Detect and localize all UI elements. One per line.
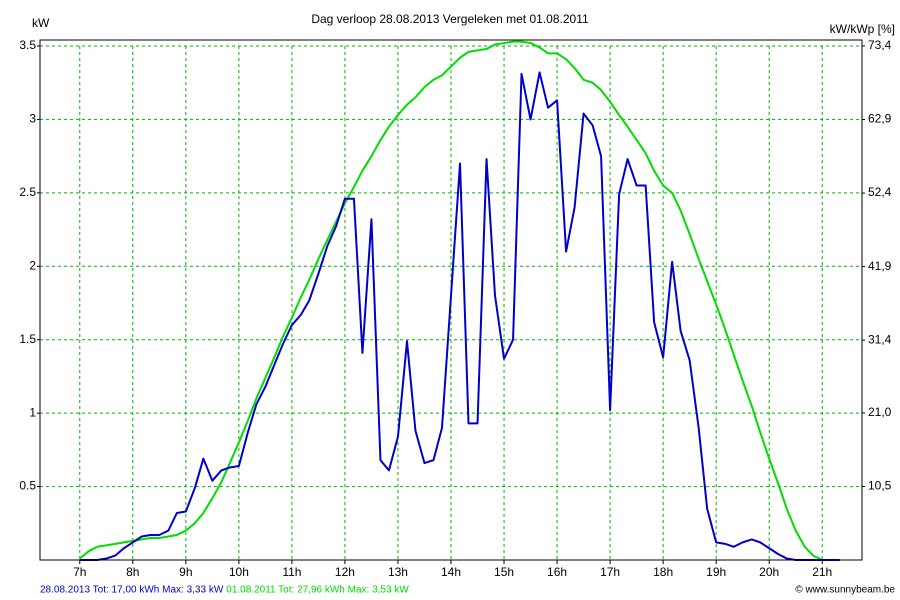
x-tick-label: 13h <box>388 565 408 579</box>
y-axis-label: kW <box>32 16 50 30</box>
x-tick-label: 11h <box>282 565 301 579</box>
x-tick-label: 19h <box>706 565 726 579</box>
y-tick-label: 3.5 <box>19 38 36 52</box>
legend-entry: 01.08.2011 Tot: 27,96 kWh Max: 3,53 kW <box>226 585 409 596</box>
legend-entry: 28.08.2013 Tot: 17,00 kWh Max: 3,33 kW <box>40 585 224 596</box>
series-line <box>79 71 840 561</box>
y-tick-label: 1.5 <box>19 332 36 346</box>
y-tick-label: 2 <box>29 258 36 272</box>
x-tick-label: 15h <box>494 565 514 579</box>
credit: © www.sunnybeam.be <box>795 585 895 596</box>
chart-title: Dag verloop 28.08.2013 Vergeleken met 01… <box>311 12 589 26</box>
y2-tick-label: 73,4 <box>868 38 892 52</box>
x-tick-label: 8h <box>126 565 139 579</box>
x-tick-label: 10h <box>229 565 249 579</box>
x-tick-label: 16h <box>547 565 567 579</box>
series-line <box>79 40 840 561</box>
x-tick-label: 21h <box>812 565 832 579</box>
x-tick-label: 18h <box>653 565 673 579</box>
y2-tick-label: 41,9 <box>868 259 892 273</box>
x-tick-label: 9h <box>179 565 192 579</box>
y2-tick-label: 52,4 <box>868 185 892 199</box>
y2-tick-label: 21,0 <box>868 405 892 419</box>
x-tick-label: 17h <box>600 565 620 579</box>
x-tick-label: 12h <box>335 565 355 579</box>
x-tick-label: 20h <box>759 565 779 579</box>
y-tick-label: 3 <box>29 112 36 126</box>
y2-tick-label: 31,4 <box>868 332 892 346</box>
y2-tick-label: 10,5 <box>868 479 892 493</box>
y2-axis-label: kW/kWp [%] <box>830 22 895 36</box>
y-tick-label: 1 <box>29 405 36 419</box>
x-tick-label: 7h <box>73 565 86 579</box>
y-tick-label: 2.5 <box>19 185 36 199</box>
y-tick-label: 0.5 <box>19 479 36 493</box>
x-tick-label: 14h <box>441 565 461 579</box>
plot-border <box>39 39 863 561</box>
y2-tick-label: 62,9 <box>868 112 892 126</box>
